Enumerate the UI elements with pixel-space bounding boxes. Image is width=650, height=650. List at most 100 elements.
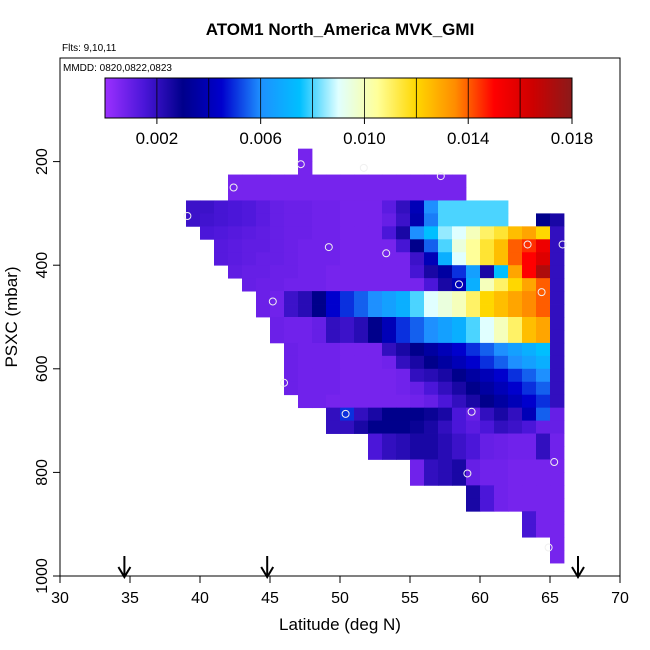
heatmap-cell bbox=[480, 329, 495, 344]
heatmap-cell bbox=[354, 213, 369, 227]
heatmap-cell bbox=[284, 291, 299, 305]
heatmap-cell bbox=[410, 187, 425, 201]
heatmap-cell bbox=[536, 407, 551, 421]
heatmap-cell bbox=[494, 226, 509, 240]
heatmap-cell bbox=[382, 355, 397, 370]
heatmap-cell bbox=[284, 252, 299, 266]
heatmap-cell bbox=[466, 226, 481, 240]
x-axis: 30 35 40 45 50 55 60 65 70 bbox=[51, 576, 629, 607]
heatmap-cell bbox=[284, 265, 299, 279]
y-tick-label: 200 bbox=[34, 148, 51, 175]
heatmap-cell bbox=[242, 174, 257, 188]
heatmap-cell bbox=[550, 355, 565, 370]
heatmap-cell bbox=[354, 394, 369, 409]
heatmap-cell bbox=[452, 420, 467, 434]
heatmap-cell bbox=[494, 304, 509, 318]
heatmap-cell bbox=[410, 420, 425, 434]
heatmap-cell bbox=[424, 394, 439, 409]
heatmap-cell bbox=[270, 317, 285, 331]
heatmap-cell bbox=[396, 226, 411, 240]
heatmap-cell bbox=[508, 368, 523, 383]
heatmap-cell bbox=[452, 459, 467, 473]
heatmap-cell bbox=[396, 200, 411, 214]
y-tick-label: 1000 bbox=[34, 558, 51, 594]
heatmap-cell bbox=[424, 433, 439, 447]
heatmap-cell bbox=[312, 368, 327, 383]
heatmap-cell bbox=[536, 252, 551, 266]
heatmap-cell bbox=[550, 304, 565, 318]
heatmap-cell bbox=[284, 226, 299, 240]
heatmap-cell bbox=[298, 226, 313, 240]
heatmap-cell bbox=[396, 446, 411, 460]
heatmap-cell bbox=[326, 187, 341, 201]
heatmap-cell bbox=[312, 187, 327, 201]
heatmap-cell bbox=[368, 342, 383, 357]
heatmap-cell bbox=[312, 278, 327, 292]
heatmap-cell bbox=[270, 174, 285, 188]
heatmap-cell bbox=[382, 381, 397, 396]
heatmap-cell bbox=[284, 213, 299, 227]
heatmap-cell bbox=[480, 472, 495, 486]
heatmap-cell bbox=[228, 239, 243, 253]
heatmap-cell bbox=[270, 304, 285, 318]
flight-arrow bbox=[571, 556, 585, 579]
heatmap-cell bbox=[438, 278, 453, 292]
heatmap-cell bbox=[438, 472, 453, 486]
heatmap-cell bbox=[270, 213, 285, 227]
heatmap-cell bbox=[298, 278, 313, 292]
heatmap-cell bbox=[284, 355, 299, 370]
heatmap-cell bbox=[410, 381, 425, 396]
heatmap-cell bbox=[354, 342, 369, 357]
colorbar-tick-label: 0.006 bbox=[239, 129, 282, 148]
heatmap-cell bbox=[214, 239, 229, 253]
heatmap-cell bbox=[382, 394, 397, 409]
heatmap-cell bbox=[410, 200, 425, 214]
heatmap-cell bbox=[410, 265, 425, 279]
heatmap-cell bbox=[368, 381, 383, 396]
heatmap-cell bbox=[424, 459, 439, 473]
heatmap-cell bbox=[424, 200, 439, 214]
heatmap-cell bbox=[410, 239, 425, 253]
heatmap-cell bbox=[466, 394, 481, 409]
heatmap-cell bbox=[270, 329, 285, 344]
heatmap-cell bbox=[438, 304, 453, 318]
heatmap-cell bbox=[522, 433, 537, 447]
heatmap-cell bbox=[284, 317, 299, 331]
heatmap-cell bbox=[396, 394, 411, 409]
x-tick-label: 70 bbox=[611, 590, 629, 607]
heatmap-cell bbox=[382, 174, 397, 188]
colorbar-frame bbox=[104, 77, 573, 119]
heatmap-cell bbox=[382, 329, 397, 344]
heatmap-cell bbox=[424, 304, 439, 318]
heatmap-cell bbox=[466, 213, 481, 227]
heatmap-cell bbox=[550, 368, 565, 383]
heatmap-cell bbox=[466, 485, 481, 499]
heatmap-cell bbox=[452, 252, 467, 266]
heatmap-cell bbox=[536, 278, 551, 292]
heatmap-cell bbox=[270, 226, 285, 240]
heatmap-cell bbox=[312, 213, 327, 227]
heatmap-cell bbox=[228, 252, 243, 266]
heatmap-cell bbox=[214, 200, 229, 214]
heatmap-cell bbox=[424, 317, 439, 331]
colorbar-tick-label: 0.018 bbox=[551, 129, 594, 148]
heatmap-cell bbox=[312, 200, 327, 214]
heatmap-cell bbox=[284, 174, 299, 188]
heatmap-cell bbox=[536, 355, 551, 370]
heatmap-cell bbox=[494, 342, 509, 357]
heatmap-cell bbox=[438, 174, 453, 188]
heatmap-cell bbox=[550, 278, 565, 292]
heatmap-cell bbox=[200, 213, 215, 227]
heatmap-cell bbox=[494, 485, 509, 499]
plot-area bbox=[117, 148, 585, 579]
heatmap-cell bbox=[242, 265, 257, 279]
heatmap-cell bbox=[284, 342, 299, 357]
heatmap-cell bbox=[438, 342, 453, 357]
heatmap-cell bbox=[536, 446, 551, 460]
heatmap-cell bbox=[424, 213, 439, 227]
heatmap-cell bbox=[340, 226, 355, 240]
heatmap-cell bbox=[452, 213, 467, 227]
heatmap-cell bbox=[522, 511, 537, 525]
heatmap-cell bbox=[480, 485, 495, 499]
heatmap-cell bbox=[508, 446, 523, 460]
